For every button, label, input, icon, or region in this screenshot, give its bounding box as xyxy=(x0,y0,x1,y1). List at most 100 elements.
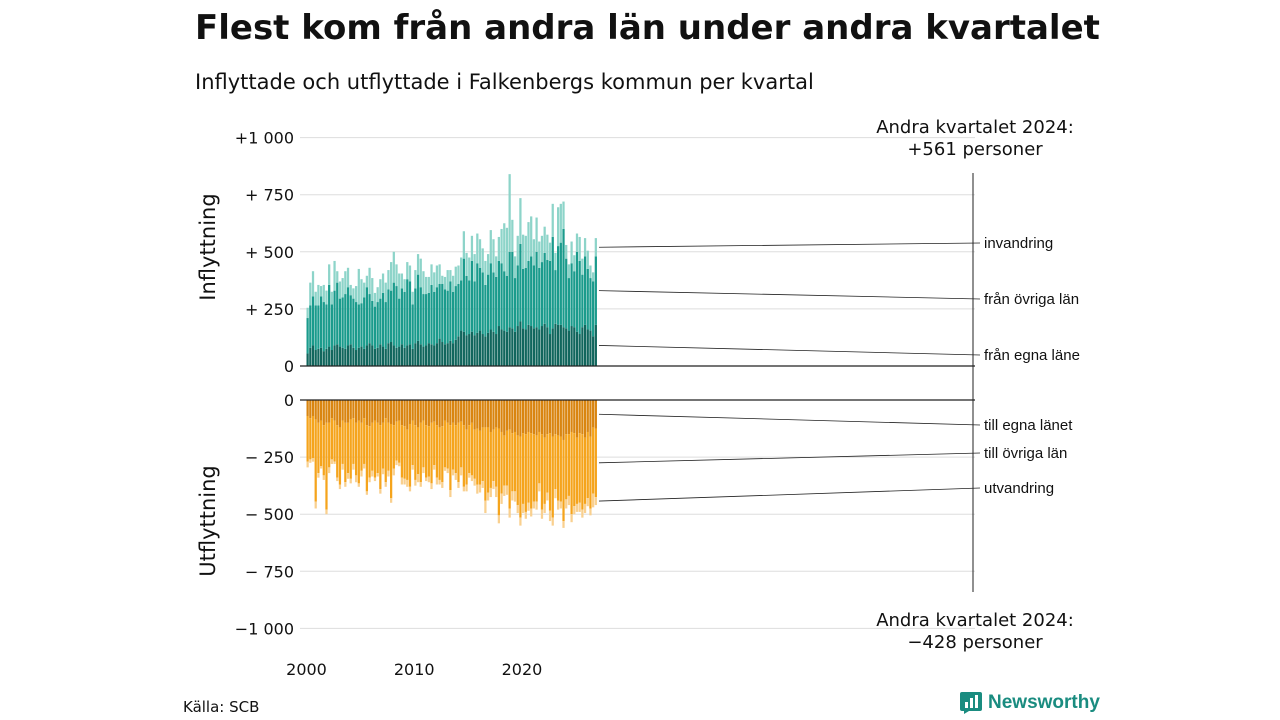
bar-segment-outflow xyxy=(328,422,331,468)
bar-segment-outflow xyxy=(476,484,479,494)
bar-segment-outflow xyxy=(543,437,546,504)
bar-segment-inflow xyxy=(465,252,468,276)
bar-segment-outflow xyxy=(559,400,562,437)
bar-segment-outflow xyxy=(565,499,568,509)
bar-segment-inflow xyxy=(371,345,374,366)
bar-segment-outflow xyxy=(365,491,369,495)
bar-segment-inflow xyxy=(478,239,482,268)
bar-segment-inflow xyxy=(354,350,358,366)
bar-segment-outflow xyxy=(438,427,441,480)
bar-segment-outflow xyxy=(554,400,557,435)
bar-segment-outflow xyxy=(489,487,492,498)
bar-segment-inflow xyxy=(317,305,320,349)
bar-segment-inflow xyxy=(314,291,317,306)
bar-segment-outflow xyxy=(363,418,366,464)
bar-segment-outflow xyxy=(311,458,315,462)
bar-segment-outflow xyxy=(392,400,395,426)
bar-segment-outflow xyxy=(478,430,482,485)
bar-segment-outflow xyxy=(338,427,342,485)
bar-segment-inflow xyxy=(360,346,363,366)
bar-segment-inflow xyxy=(532,239,536,266)
bar-segment-inflow xyxy=(454,339,457,366)
bar-segment-inflow xyxy=(508,251,511,328)
bar-segment-outflow xyxy=(594,497,597,506)
bar-segment-outflow xyxy=(317,422,320,474)
bar-segment-outflow xyxy=(344,422,347,483)
bar-segment-outflow xyxy=(411,420,414,466)
bar-segment-outflow xyxy=(583,400,587,438)
bar-segment-outflow xyxy=(519,436,522,518)
bar-segment-outflow xyxy=(530,433,533,509)
bar-segment-outflow xyxy=(330,418,333,460)
bar-segment-outflow xyxy=(354,422,358,476)
bar-segment-inflow xyxy=(435,343,439,366)
bar-segment-outflow xyxy=(322,475,325,480)
bar-segment-outflow xyxy=(521,503,525,514)
bar-segment-inflow xyxy=(492,272,495,332)
bar-segment-outflow xyxy=(430,400,433,423)
annotation-bottom-line1: Andra kvartalet 2024: xyxy=(876,610,1074,631)
bar-segment-outflow xyxy=(486,492,490,501)
bar-segment-inflow xyxy=(414,288,417,344)
bar-segment-inflow xyxy=(592,336,595,366)
bar-segment-inflow xyxy=(392,345,395,366)
bar-segment-outflow xyxy=(422,467,425,474)
bar-segment-inflow xyxy=(395,264,398,287)
bar-segment-outflow xyxy=(390,400,393,424)
bar-segment-outflow xyxy=(357,420,360,484)
bar-segment-inflow xyxy=(309,347,312,366)
bar-segment-outflow xyxy=(513,431,517,492)
bar-segment-outflow xyxy=(513,400,517,432)
bar-segment-outflow xyxy=(449,400,452,426)
bar-segment-inflow xyxy=(344,348,347,366)
y-tick-label: − 750 xyxy=(245,562,294,581)
bar-segment-outflow xyxy=(328,400,331,423)
bar-segment-outflow xyxy=(497,428,500,516)
bar-segment-outflow xyxy=(422,420,425,468)
bar-segment-outflow xyxy=(508,429,511,509)
bar-segment-outflow xyxy=(524,434,527,512)
bar-segment-outflow xyxy=(330,459,333,464)
bar-segment-outflow xyxy=(390,498,393,503)
bar-segment-inflow xyxy=(322,284,325,303)
chart-title: Flest kom från andra län under andra kva… xyxy=(195,8,1100,48)
bar-segment-outflow xyxy=(322,400,325,426)
bar-segment-inflow xyxy=(360,279,363,304)
bar-segment-inflow xyxy=(530,256,533,327)
bar-segment-outflow xyxy=(354,475,358,483)
bar-segment-outflow xyxy=(328,467,331,474)
bar-segment-outflow xyxy=(422,400,425,421)
bar-segment-inflow xyxy=(306,353,309,366)
x-tick-label: 2000 xyxy=(286,660,327,679)
bar-segment-inflow xyxy=(535,251,538,328)
bar-segment-outflow xyxy=(589,400,592,437)
bar-segment-outflow xyxy=(484,427,487,501)
bar-segment-outflow xyxy=(392,425,395,469)
bar-segment-inflow xyxy=(395,286,398,348)
bar-segment-inflow xyxy=(457,283,460,337)
bar-segment-inflow xyxy=(371,278,374,301)
bar-segment-inflow xyxy=(521,268,525,329)
bar-segment-outflow xyxy=(538,400,541,432)
newsworthy-logo[interactable]: Newsworthy xyxy=(960,692,1100,714)
bar-segment-outflow xyxy=(411,465,414,470)
bar-segment-outflow xyxy=(570,431,573,515)
bar-segment-inflow xyxy=(330,291,333,305)
bar-segment-inflow xyxy=(419,344,422,366)
bar-segment-inflow xyxy=(346,267,350,288)
bar-segment-inflow xyxy=(319,286,323,297)
bar-segment-outflow xyxy=(530,508,533,517)
bar-segment-outflow xyxy=(319,466,323,469)
bar-segment-outflow xyxy=(460,421,463,468)
bar-segment-inflow xyxy=(546,327,549,366)
bar-segment-inflow xyxy=(470,331,474,366)
y-tick-label: −1 000 xyxy=(235,619,294,638)
bar-segment-inflow xyxy=(427,276,430,293)
bar-segment-outflow xyxy=(511,433,514,492)
bar-segment-inflow xyxy=(554,323,557,366)
bar-segment-outflow xyxy=(592,400,595,428)
bar-segment-inflow xyxy=(594,256,597,325)
series-label-leader xyxy=(598,290,981,300)
y-axis-title-bottom: Utflyttning xyxy=(196,465,220,577)
bar-segment-inflow xyxy=(476,233,479,264)
